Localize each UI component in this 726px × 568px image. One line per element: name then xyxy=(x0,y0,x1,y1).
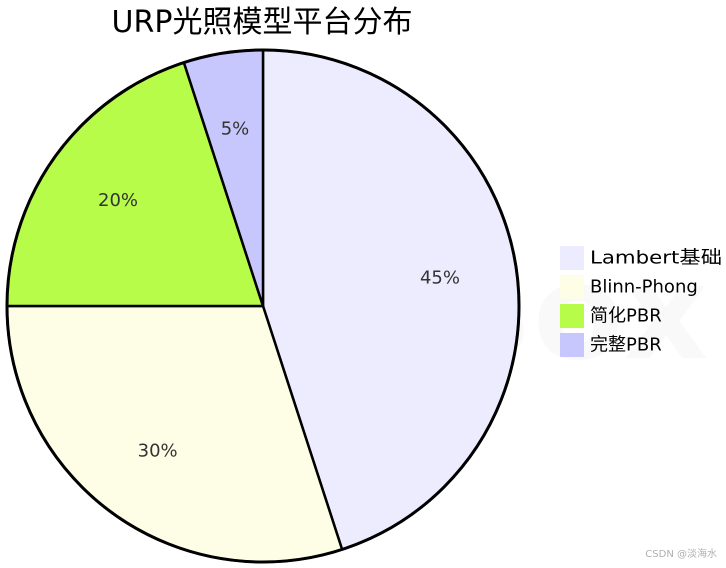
pie-slice-labels: 45% 30% 20% 5% xyxy=(98,119,460,462)
legend-label: Blinn-Phong xyxy=(590,277,698,298)
legend-swatch xyxy=(560,246,584,270)
slice-percent-label: 45% xyxy=(420,267,460,288)
pie-slices xyxy=(5,48,521,564)
pie-outline xyxy=(5,48,521,564)
legend-label: Lambert基础 xyxy=(590,248,722,269)
slice-percent-label: 20% xyxy=(98,190,138,211)
credit-text: CSDN @淡海水 xyxy=(645,547,717,560)
chart-title: URP光照模型平台分布 xyxy=(112,5,413,40)
slice-percent-label: 30% xyxy=(138,440,178,461)
legend-label: 完整PBR xyxy=(590,335,662,356)
legend-swatch xyxy=(560,304,584,328)
legend-swatch xyxy=(560,333,584,357)
slice-percent-label: 5% xyxy=(221,119,250,140)
legend: Lambert基础 Blinn-Phong 简化PBR 完整PBR xyxy=(560,246,722,357)
legend-label: 简化PBR xyxy=(590,306,662,327)
legend-swatch xyxy=(560,275,584,299)
